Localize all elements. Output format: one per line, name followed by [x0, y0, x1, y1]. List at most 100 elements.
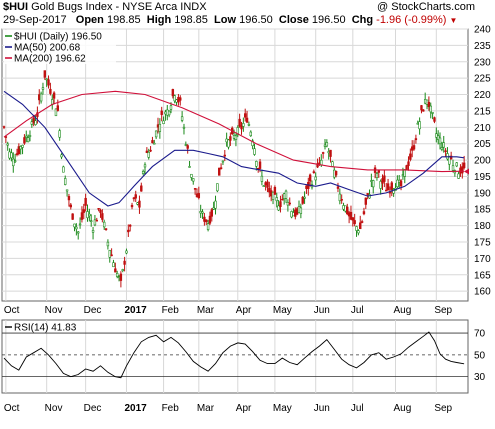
- price-candle-body: [338, 193, 342, 202]
- price-candle-body: [10, 152, 13, 159]
- price-candle-body: [440, 147, 444, 150]
- rsi-x-tick-label: 2017: [124, 403, 147, 414]
- price-candle-body: [262, 185, 265, 187]
- price-candle-body: [21, 144, 24, 148]
- price-candle-body: [186, 145, 189, 149]
- price-candle-body: [203, 216, 206, 222]
- price-candle-body: [88, 213, 91, 217]
- price-y-tick-label: 170: [474, 254, 491, 265]
- price-candle-body: [141, 171, 145, 174]
- price-x-tick-label: Apr: [236, 305, 252, 316]
- price-candle-body: [325, 142, 329, 147]
- rsi-x-tick-label: Mar: [197, 403, 215, 414]
- price-candle-body: [462, 162, 466, 169]
- close-label: Close: [278, 14, 309, 26]
- price-candle-body: [301, 196, 304, 204]
- price-candle-body: [86, 211, 89, 219]
- price-candle-body: [153, 142, 156, 145]
- low-label: Low: [214, 14, 237, 26]
- price-candle-body: [247, 124, 251, 126]
- price-candle-body: [151, 140, 154, 144]
- price-candle-body: [199, 211, 202, 214]
- price-candle-body: [140, 185, 143, 192]
- low-value: 196.50: [239, 14, 273, 26]
- price-candle-body: [190, 173, 193, 178]
- rsi-line: [3, 331, 465, 379]
- price-candle-body: [13, 160, 17, 163]
- price-candle-body: [271, 191, 275, 200]
- price-candle-body: [132, 197, 136, 200]
- price-candle-body: [104, 228, 108, 230]
- price-candle-body: [130, 204, 134, 208]
- price-candle-body: [179, 97, 182, 101]
- price-candle-body: [290, 211, 293, 218]
- price-y-tick-label: 230: [474, 57, 491, 68]
- rsi-x-tick-label: Dec: [84, 403, 102, 414]
- price-candle-body: [282, 193, 286, 200]
- price-candle-body: [357, 230, 360, 234]
- price-candle-body: [266, 181, 269, 188]
- price-candle-body: [64, 178, 67, 185]
- price-candle-body: [284, 190, 288, 199]
- price-candle-body: [377, 170, 380, 173]
- price-candle-body: [329, 149, 332, 157]
- price-candle-body: [136, 202, 139, 205]
- price-candle-body: [30, 121, 34, 125]
- price-candle-body: [134, 194, 137, 199]
- price-candle-body: [449, 155, 453, 160]
- watermark: @ StockCharts.com: [377, 1, 475, 13]
- rsi-y-tick-label: 70: [474, 329, 486, 340]
- price-candle-body: [318, 162, 321, 165]
- price-candle-body: [73, 223, 76, 228]
- symbol-label: $HUI: [3, 1, 29, 13]
- price-legend-bg: [4, 30, 116, 64]
- price-x-tick-label: Aug: [393, 305, 411, 316]
- price-candle-body: [362, 211, 366, 215]
- price-candle-body: [407, 161, 410, 167]
- price-candle-body: [47, 79, 50, 86]
- price-candle-body: [95, 219, 98, 222]
- price-candle-body: [312, 171, 316, 173]
- price-candle-body: [52, 92, 56, 99]
- price-candle-body: [238, 118, 241, 127]
- price-candle-body: [102, 221, 106, 228]
- price-candle-body: [15, 153, 19, 155]
- rsi-x-tick-label: Jul: [351, 403, 364, 414]
- price-candle-body: [398, 179, 401, 183]
- price-candle-body: [375, 173, 379, 178]
- price-y-tick-label: 240: [474, 25, 491, 36]
- price-candle-body: [67, 196, 71, 201]
- price-candle-body: [160, 110, 163, 115]
- price-candle-body: [127, 229, 130, 233]
- price-candle-body: [360, 221, 364, 223]
- price-candle-body: [427, 101, 431, 108]
- price-candle-body: [234, 135, 238, 140]
- price-candle-body: [91, 230, 95, 233]
- price-candle-body: [459, 167, 462, 174]
- price-candle-body: [169, 105, 173, 110]
- price-candle-body: [236, 127, 239, 136]
- price-y-tick-label: 175: [474, 238, 491, 249]
- price-candle-body: [386, 183, 390, 191]
- price-candle-body: [173, 95, 176, 102]
- price-candle-body: [446, 153, 449, 160]
- price-candle-body: [166, 109, 169, 116]
- price-candle-body: [90, 220, 93, 222]
- price-x-tick-label: Mar: [197, 305, 215, 316]
- price-candle-body: [49, 88, 52, 94]
- price-candle-body: [331, 161, 334, 167]
- price-candle-body: [225, 138, 228, 143]
- price-candle-body: [8, 151, 11, 159]
- price-candle-body: [45, 78, 48, 81]
- price-candle-body: [370, 180, 373, 182]
- price-candle-body: [58, 130, 61, 138]
- price-candle-body: [327, 151, 330, 154]
- price-candle-body: [244, 113, 247, 118]
- price-candle-body: [167, 110, 171, 116]
- price-candle-body: [385, 189, 388, 192]
- price-candle-body: [188, 166, 191, 168]
- price-candle-body: [383, 175, 386, 182]
- price-candle-body: [255, 161, 258, 167]
- price-candle-body: [28, 135, 32, 137]
- price-candle-body: [164, 111, 167, 115]
